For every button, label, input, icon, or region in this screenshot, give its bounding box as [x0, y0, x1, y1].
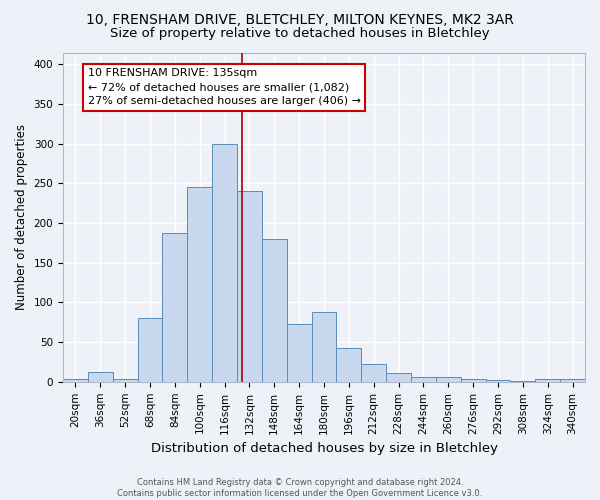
Bar — [386, 373, 411, 382]
Text: 10 FRENSHAM DRIVE: 135sqm
← 72% of detached houses are smaller (1,082)
27% of se: 10 FRENSHAM DRIVE: 135sqm ← 72% of detac… — [88, 68, 361, 106]
Bar — [436, 377, 461, 382]
Bar — [485, 380, 511, 382]
Bar — [311, 312, 337, 382]
Bar — [535, 380, 560, 382]
X-axis label: Distribution of detached houses by size in Bletchley: Distribution of detached houses by size … — [151, 442, 497, 455]
Bar — [212, 144, 237, 382]
Bar — [461, 380, 485, 382]
Bar — [411, 377, 436, 382]
Text: 10, FRENSHAM DRIVE, BLETCHLEY, MILTON KEYNES, MK2 3AR: 10, FRENSHAM DRIVE, BLETCHLEY, MILTON KE… — [86, 12, 514, 26]
Bar — [113, 380, 137, 382]
Text: Size of property relative to detached houses in Bletchley: Size of property relative to detached ho… — [110, 28, 490, 40]
Y-axis label: Number of detached properties: Number of detached properties — [15, 124, 28, 310]
Bar — [88, 372, 113, 382]
Bar — [163, 234, 187, 382]
Bar — [262, 239, 287, 382]
Text: Contains HM Land Registry data © Crown copyright and database right 2024.
Contai: Contains HM Land Registry data © Crown c… — [118, 478, 482, 498]
Bar — [63, 380, 88, 382]
Bar — [287, 324, 311, 382]
Bar — [187, 188, 212, 382]
Bar — [137, 318, 163, 382]
Bar — [511, 381, 535, 382]
Bar — [237, 192, 262, 382]
Bar — [361, 364, 386, 382]
Bar — [560, 380, 585, 382]
Bar — [337, 348, 361, 382]
